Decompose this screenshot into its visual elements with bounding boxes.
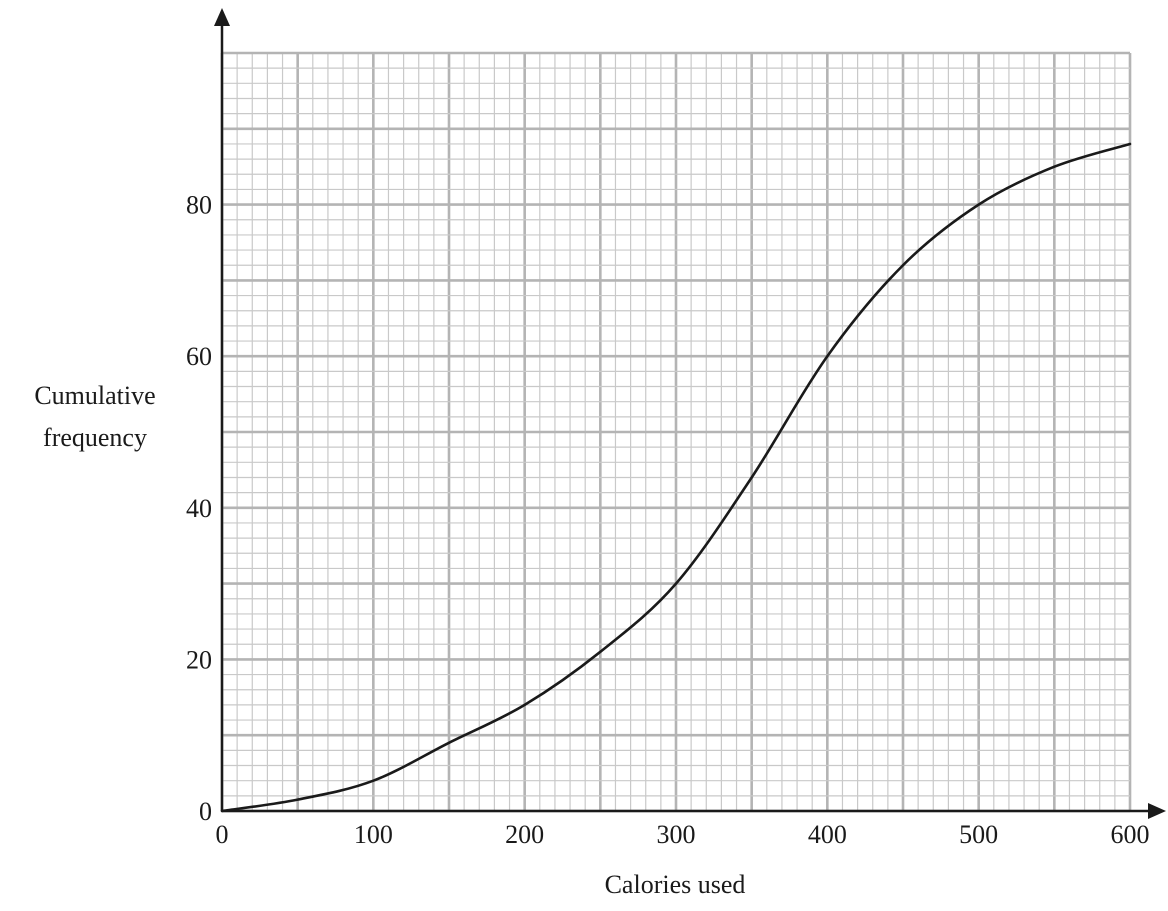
y-tick-label: 0 [199, 797, 212, 826]
x-tick-label: 200 [505, 820, 544, 849]
y-tick-label: 20 [186, 645, 212, 674]
x-axis-arrow-icon [1148, 803, 1166, 819]
y-axis-arrow-icon [214, 8, 230, 26]
x-tick-label: 0 [216, 820, 229, 849]
x-tick-label: 500 [959, 820, 998, 849]
axes [214, 8, 1166, 819]
y-tick-label: 40 [186, 494, 212, 523]
tick-labels: 0 100 200 300 400 500 600 0 20 40 60 80 [186, 191, 1150, 849]
x-axis-label: Calories used [605, 870, 746, 899]
y-axis-label-line-1: Cumulative [34, 381, 155, 410]
series-layer [220, 142, 1132, 813]
grid [220, 51, 1132, 813]
x-tick-label: 300 [657, 820, 696, 849]
y-tick-label: 60 [186, 342, 212, 371]
y-axis-label-line-2: frequency [43, 423, 147, 452]
cumulative-frequency-curve [220, 142, 1132, 813]
x-tick-label: 400 [808, 820, 847, 849]
x-tick-label: 100 [354, 820, 393, 849]
x-tick-label: 600 [1111, 820, 1150, 849]
y-tick-label: 80 [186, 191, 212, 220]
